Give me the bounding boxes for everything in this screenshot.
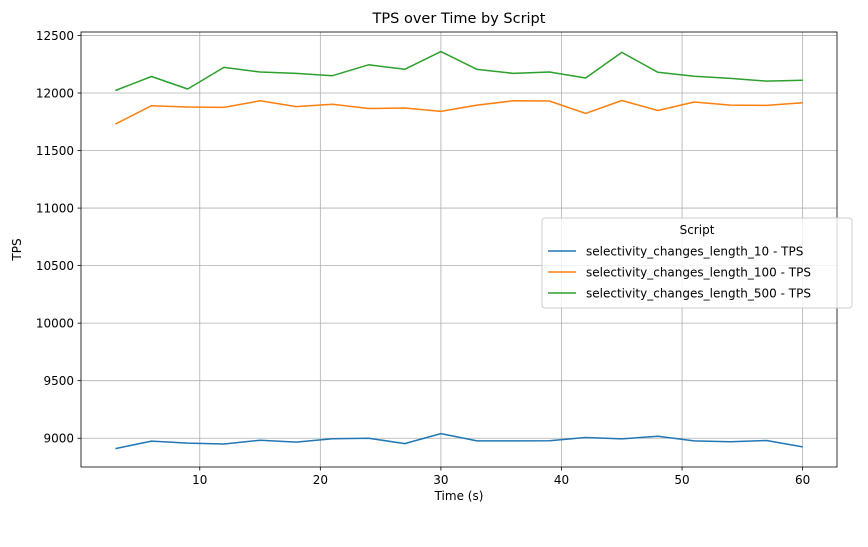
x-tick-label: 60 bbox=[795, 473, 810, 487]
chart-title: TPS over Time by Script bbox=[372, 11, 546, 27]
series-lines bbox=[115, 50, 803, 450]
y-tick-label: 10500 bbox=[36, 259, 74, 273]
legend-title: Script bbox=[680, 223, 715, 237]
x-axis-ticks: 10 20 30 40 50 60 bbox=[192, 467, 810, 487]
x-tick-label: 50 bbox=[674, 473, 689, 487]
y-axis-ticks: 9000 9500 10000 10500 11000 11500 12000 12500 bbox=[36, 29, 81, 446]
x-tick-label: 20 bbox=[313, 473, 328, 487]
legend-label: selectivity_changes_length_500 - TPS bbox=[586, 286, 811, 300]
series-line-3 bbox=[115, 50, 803, 92]
legend-label: selectivity_changes_length_10 - TPS bbox=[586, 244, 803, 258]
y-axis-label: TPS bbox=[10, 238, 24, 261]
y-tick-label: 12500 bbox=[36, 29, 74, 43]
y-tick-label: 12000 bbox=[36, 86, 74, 100]
y-tick-label: 11000 bbox=[36, 201, 74, 215]
series-line-2 bbox=[115, 99, 803, 125]
x-tick-label: 10 bbox=[192, 473, 207, 487]
series-line-1 bbox=[115, 432, 803, 450]
x-tick-label: 40 bbox=[554, 473, 569, 487]
y-tick-label: 10000 bbox=[36, 316, 74, 330]
y-tick-label: 9000 bbox=[43, 432, 74, 446]
y-tick-label: 9500 bbox=[43, 374, 74, 388]
legend-label: selectivity_changes_length_100 - TPS bbox=[586, 265, 811, 279]
legend-box bbox=[541, 217, 853, 309]
x-axis-label: Time (s) bbox=[434, 489, 484, 503]
legend: Script selectivity_changes_length_10 - T… bbox=[541, 217, 853, 309]
y-tick-label: 11500 bbox=[36, 144, 74, 158]
x-tick-label: 30 bbox=[433, 473, 448, 487]
legend-items: selectivity_changes_length_10 - TPS selec… bbox=[548, 244, 811, 300]
